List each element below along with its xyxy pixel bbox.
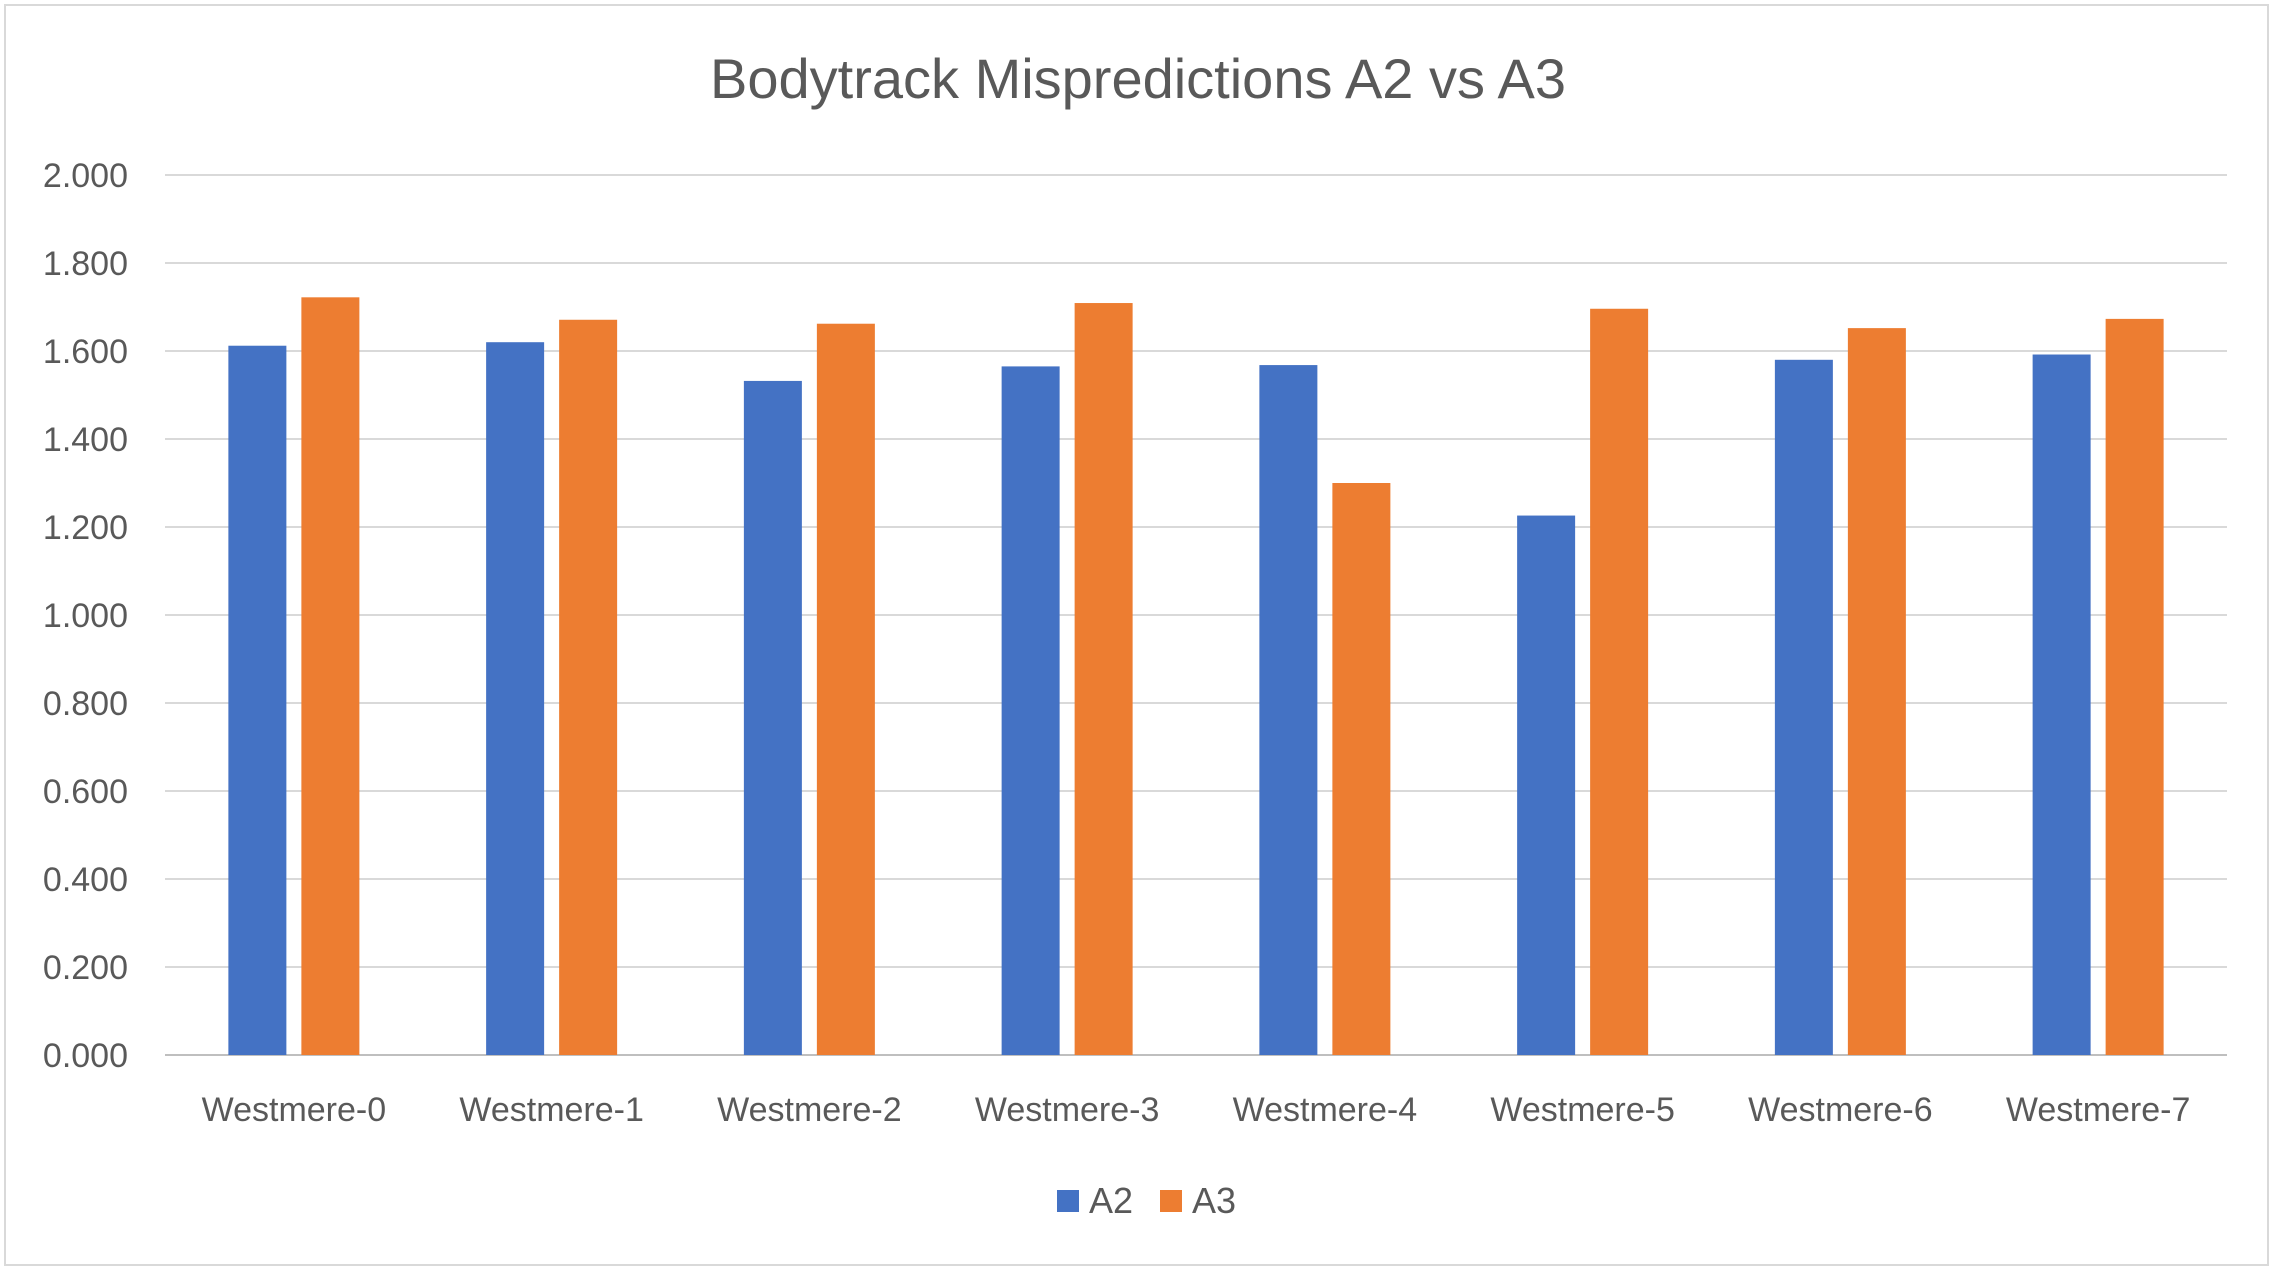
bar-a3-westmere-4 bbox=[1332, 483, 1391, 1055]
x-tick-label: Westmere-4 bbox=[1233, 1091, 1418, 1129]
legend-label-a3: A3 bbox=[1192, 1180, 1236, 1221]
bar-a2-westmere-5 bbox=[1517, 515, 1576, 1055]
x-tick-label: Westmere-6 bbox=[1748, 1091, 1933, 1129]
bar-a3-westmere-3 bbox=[1074, 303, 1133, 1055]
bar-a2-westmere-0 bbox=[228, 345, 287, 1056]
bar-a2-westmere-4 bbox=[1259, 365, 1318, 1056]
y-tick-label: 1.400 bbox=[43, 421, 128, 459]
x-tick-label: Westmere-2 bbox=[717, 1091, 902, 1129]
bars bbox=[228, 297, 2164, 1056]
bar-a2-westmere-3 bbox=[1001, 366, 1060, 1055]
y-tick-label: 1.600 bbox=[43, 333, 128, 371]
y-axis-ticks: 0.000 0.200 0.400 0.600 0.800 1.000 1.200 1.400… bbox=[43, 157, 128, 1075]
bar-a3-westmere-2 bbox=[816, 323, 875, 1056]
x-tick-label: Westmere-0 bbox=[202, 1091, 387, 1129]
bar-a3-westmere-1 bbox=[559, 319, 618, 1055]
bar-a2-westmere-1 bbox=[486, 342, 545, 1055]
y-tick-label: 0.800 bbox=[43, 685, 128, 723]
x-tick-label: Westmere-1 bbox=[459, 1091, 644, 1129]
x-tick-label: Westmere-7 bbox=[2006, 1091, 2191, 1129]
bar-a3-westmere-5 bbox=[1590, 308, 1649, 1055]
legend-swatch-a3 bbox=[1160, 1190, 1182, 1212]
legend-label-a2: A2 bbox=[1089, 1180, 1133, 1221]
y-tick-label: 0.400 bbox=[43, 861, 128, 899]
bar-a3-westmere-0 bbox=[301, 297, 360, 1055]
bar-a2-westmere-7 bbox=[2032, 354, 2091, 1055]
y-tick-label: 1.200 bbox=[43, 509, 128, 547]
y-tick-label: 1.000 bbox=[43, 597, 128, 635]
bar-a3-westmere-7 bbox=[2105, 318, 2164, 1055]
x-axis-ticks: Westmere-0 Westmere-1 Westmere-2 Westmere-3… bbox=[202, 1091, 2191, 1129]
x-tick-label: Westmere-3 bbox=[975, 1091, 1160, 1129]
y-tick-label: 2.000 bbox=[43, 157, 128, 195]
legend: A2 A3 bbox=[1057, 1180, 1236, 1221]
bar-a2-westmere-6 bbox=[1774, 359, 1833, 1055]
x-tick-label: Westmere-5 bbox=[1490, 1091, 1675, 1129]
legend-swatch-a2 bbox=[1057, 1190, 1079, 1212]
gridlines bbox=[165, 174, 2227, 1056]
y-tick-label: 1.800 bbox=[43, 245, 128, 283]
bar-a2-westmere-2 bbox=[743, 380, 802, 1055]
y-tick-label: 0.200 bbox=[43, 949, 128, 987]
bar-a3-westmere-6 bbox=[1847, 328, 1906, 1055]
chart-title: Bodytrack Mispredictions A2 vs A3 bbox=[710, 47, 1566, 110]
y-tick-label: 0.600 bbox=[43, 773, 128, 811]
y-tick-label: 0.000 bbox=[43, 1037, 128, 1075]
